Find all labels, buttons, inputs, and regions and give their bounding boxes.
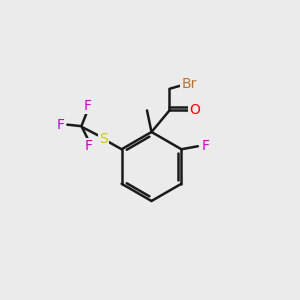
- Text: Br: Br: [181, 77, 197, 91]
- Text: F: F: [85, 139, 93, 153]
- Text: F: F: [201, 139, 209, 153]
- Text: F: F: [56, 118, 64, 132]
- Text: O: O: [189, 103, 200, 117]
- Text: F: F: [83, 99, 92, 113]
- Text: S: S: [99, 132, 107, 146]
